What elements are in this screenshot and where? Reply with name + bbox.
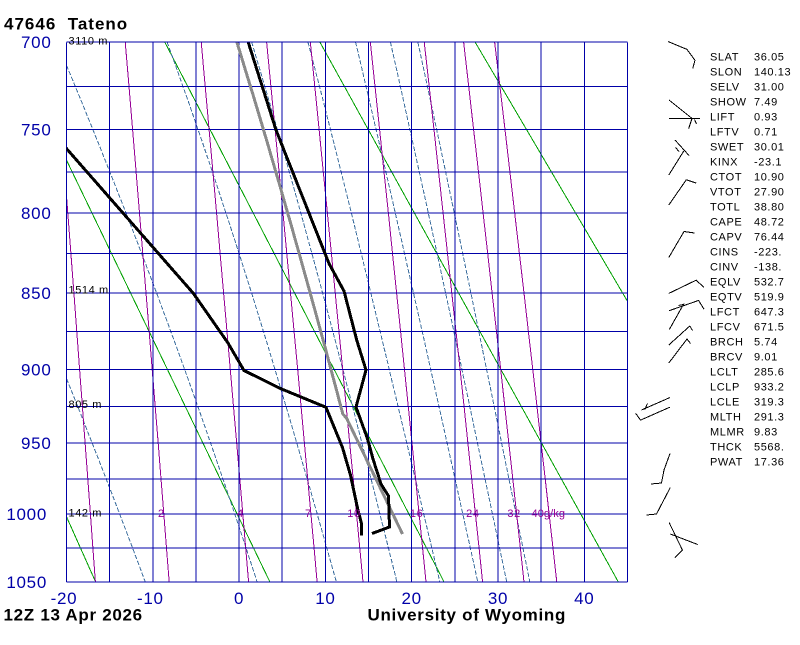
svg-text:CAPV: CAPV — [710, 232, 742, 244]
svg-text:THCK: THCK — [710, 442, 742, 454]
svg-text:CTOT: CTOT — [710, 172, 742, 184]
svg-text:SHOW: SHOW — [710, 97, 747, 109]
svg-text:LFCT: LFCT — [710, 307, 740, 319]
svg-text:SWET: SWET — [710, 142, 744, 154]
svg-text:LCLP: LCLP — [710, 382, 740, 394]
svg-text:647.3: 647.3 — [754, 307, 785, 319]
svg-text:48.72: 48.72 — [754, 217, 785, 229]
svg-text:700: 700 — [21, 33, 51, 52]
svg-text:285.6: 285.6 — [754, 367, 785, 379]
svg-text:TOTL: TOTL — [710, 202, 740, 214]
svg-text:5.74: 5.74 — [754, 337, 778, 349]
svg-text:MLTH: MLTH — [710, 412, 742, 424]
svg-text:10: 10 — [315, 589, 335, 608]
svg-text:140.13: 140.13 — [754, 67, 791, 79]
svg-text:MLMR: MLMR — [710, 427, 745, 439]
svg-text:7: 7 — [305, 508, 312, 520]
svg-text:9.83: 9.83 — [754, 427, 778, 439]
svg-text:10: 10 — [347, 508, 360, 520]
svg-text:933.2: 933.2 — [754, 382, 785, 394]
svg-text:800: 800 — [21, 204, 51, 223]
svg-text:-223.: -223. — [754, 247, 782, 259]
svg-text:BRCV: BRCV — [710, 352, 743, 364]
svg-text:EQLV: EQLV — [710, 277, 741, 289]
svg-text:0.93: 0.93 — [754, 112, 778, 124]
svg-text:LCLT: LCLT — [710, 367, 738, 379]
svg-text:EQTV: EQTV — [710, 292, 742, 304]
svg-text:4: 4 — [237, 508, 244, 520]
svg-text:1050: 1050 — [6, 573, 47, 592]
svg-text:24: 24 — [466, 508, 479, 520]
svg-text:7.49: 7.49 — [754, 97, 778, 109]
svg-text:319.3: 319.3 — [754, 397, 785, 409]
svg-text:2: 2 — [158, 508, 165, 520]
svg-text:1000: 1000 — [6, 505, 47, 524]
svg-text:950: 950 — [21, 434, 51, 453]
svg-text:12Z 13 Apr 2026: 12Z 13 Apr 2026 — [4, 606, 143, 625]
svg-text:0.71: 0.71 — [754, 127, 778, 139]
svg-text:9.01: 9.01 — [754, 352, 778, 364]
svg-text:40: 40 — [574, 589, 594, 608]
svg-text:-138.: -138. — [754, 262, 782, 274]
svg-text:519.9: 519.9 — [754, 292, 785, 304]
svg-text:LIFT: LIFT — [710, 112, 735, 124]
svg-text:-10: -10 — [137, 589, 164, 608]
svg-text:University of Wyoming: University of Wyoming — [368, 606, 567, 625]
svg-text:40g/kg: 40g/kg — [532, 508, 566, 520]
svg-text:1514 m: 1514 m — [69, 285, 109, 297]
svg-text:805 m: 805 m — [69, 399, 103, 411]
svg-text:CINS: CINS — [710, 247, 739, 259]
svg-text:31.00: 31.00 — [754, 82, 785, 94]
svg-text:30.01: 30.01 — [754, 142, 785, 154]
svg-text:27.90: 27.90 — [754, 187, 785, 199]
svg-text:-20: -20 — [51, 589, 78, 608]
svg-text:LFTV: LFTV — [710, 127, 739, 139]
svg-text:5568.: 5568. — [754, 442, 785, 454]
svg-text:32: 32 — [507, 508, 520, 520]
svg-text:17.36: 17.36 — [754, 457, 785, 469]
svg-text:900: 900 — [21, 361, 51, 380]
svg-text:LFCV: LFCV — [710, 322, 741, 334]
svg-text:CAPE: CAPE — [710, 217, 742, 229]
svg-text:10.90: 10.90 — [754, 172, 785, 184]
svg-text:-23.1: -23.1 — [754, 157, 782, 169]
svg-text:750: 750 — [21, 121, 51, 140]
svg-text:850: 850 — [21, 284, 51, 303]
svg-text:142 m: 142 m — [69, 508, 103, 520]
svg-text:16: 16 — [410, 508, 423, 520]
svg-text:38.80: 38.80 — [754, 202, 785, 214]
svg-text:SLAT: SLAT — [710, 52, 739, 64]
svg-text:532.7: 532.7 — [754, 277, 785, 289]
svg-text:CINV: CINV — [710, 262, 739, 274]
svg-text:LCLE: LCLE — [710, 397, 740, 409]
svg-text:0: 0 — [234, 589, 244, 608]
svg-text:76.44: 76.44 — [754, 232, 785, 244]
svg-text:3110 m: 3110 m — [69, 36, 108, 48]
svg-text:291.3: 291.3 — [754, 412, 785, 424]
svg-text:VTOT: VTOT — [710, 187, 742, 199]
svg-text:SLON: SLON — [710, 67, 742, 79]
svg-text:671.5: 671.5 — [754, 322, 785, 334]
svg-text:SELV: SELV — [710, 82, 740, 94]
svg-text:PWAT: PWAT — [710, 457, 743, 469]
svg-text:KINX: KINX — [710, 157, 738, 169]
svg-text:20: 20 — [402, 589, 422, 608]
svg-text:36.05: 36.05 — [754, 52, 785, 64]
svg-text:30: 30 — [488, 589, 508, 608]
svg-text:47646 Tateno: 47646 Tateno — [4, 15, 128, 34]
svg-text:BRCH: BRCH — [710, 337, 744, 349]
